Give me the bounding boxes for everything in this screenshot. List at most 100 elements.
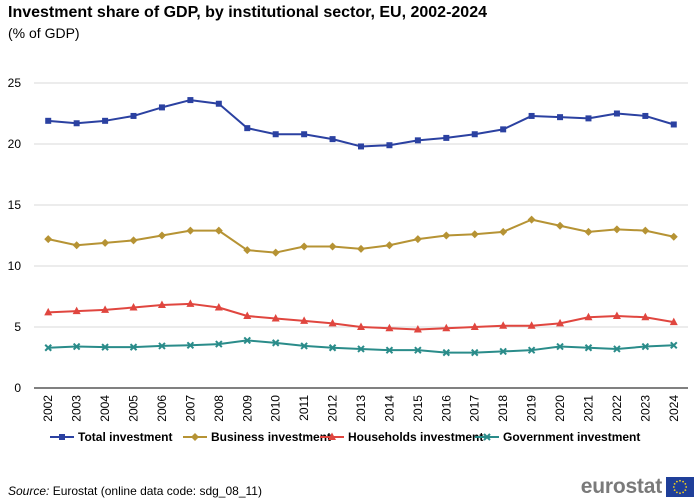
y-tick-label: 5: [14, 320, 21, 334]
data-point: [129, 302, 138, 311]
x-tick-label: 2004: [98, 395, 112, 422]
x-tick-label: 2018: [496, 395, 510, 422]
data-point: [483, 433, 491, 441]
data-point: [44, 235, 53, 244]
eurostat-logo: eurostat: [580, 475, 694, 498]
data-point: [271, 339, 280, 347]
data-point: [59, 434, 65, 440]
data-point: [443, 134, 450, 141]
x-tick-label: 2019: [525, 395, 539, 422]
y-tick-label: 20: [8, 137, 22, 151]
data-point: [328, 242, 337, 251]
data-point: [186, 226, 195, 235]
data-point: [413, 235, 422, 244]
data-point: [669, 232, 678, 241]
x-tick-label: 2005: [127, 395, 141, 422]
data-point: [585, 115, 592, 122]
x-tick-label: 2008: [212, 395, 226, 422]
data-point: [102, 117, 109, 124]
logo-text: eurostat: [580, 475, 662, 498]
line-chart: 0 5 10 15 20 25 2002 2003 2004 2005 2006 2007 2008 20…: [8, 76, 688, 444]
data-point: [641, 312, 650, 321]
data-point: [243, 336, 251, 345]
data-point: [329, 136, 336, 143]
data-point: [670, 121, 677, 128]
x-tick-label: 2023: [638, 395, 652, 422]
data-point: [641, 342, 650, 351]
data-point: [385, 241, 394, 250]
y-tick-label: 25: [8, 76, 22, 90]
data-point: [471, 131, 478, 138]
data-point: [669, 317, 678, 326]
data-point: [300, 316, 309, 324]
data-point: [44, 307, 53, 316]
data-point: [72, 306, 81, 315]
data-point: [191, 433, 199, 441]
data-point: [557, 114, 564, 121]
legend-label-government-investment: Government investment: [503, 430, 640, 444]
data-point: [357, 322, 365, 330]
data-point: [670, 341, 678, 350]
data-point: [358, 143, 364, 150]
x-tick-label: 2017: [468, 395, 482, 422]
data-point: [186, 341, 195, 350]
data-point: [157, 231, 166, 240]
source-label: Source:: [8, 484, 50, 498]
data-point: [158, 342, 166, 350]
series-line-government-investment: [48, 339, 674, 354]
x-tick-label: 2007: [183, 395, 197, 422]
x-tick-label: 2011: [297, 395, 311, 421]
x-tick-label: 2013: [354, 395, 368, 422]
data-point: [157, 300, 166, 309]
data-point: [130, 112, 137, 119]
y-tick-label: 10: [8, 259, 22, 273]
data-point: [357, 345, 365, 353]
data-point: [470, 230, 479, 239]
data-point: [385, 346, 394, 354]
data-point: [414, 346, 422, 354]
data-point: [129, 236, 138, 245]
data-point: [641, 226, 650, 235]
x-tick-label: 2021: [581, 395, 595, 422]
legend-label-business-investment: Business investment: [211, 430, 331, 444]
x-tick-label: 2016: [439, 395, 453, 422]
data-point: [642, 112, 649, 119]
data-point: [414, 137, 421, 144]
data-point: [385, 323, 394, 332]
data-point: [244, 125, 251, 132]
x-tick-label: 2009: [240, 395, 254, 422]
x-tick-label: 2015: [411, 395, 425, 422]
y-tick-label: 15: [8, 198, 22, 212]
data-point: [499, 347, 507, 356]
data-point: [72, 241, 81, 250]
data-point: [187, 97, 194, 104]
data-point: [129, 343, 138, 351]
x-tick-label: 2010: [269, 395, 283, 422]
legend-label-total-investment: Total investment: [78, 430, 172, 444]
data-point: [272, 131, 279, 138]
source-text: Eurostat (online data code: sdg_08_11): [52, 484, 262, 498]
x-tick-label: 2014: [382, 395, 396, 422]
x-tick-label: 2012: [326, 395, 340, 422]
data-point: [45, 117, 52, 124]
data-point: [442, 231, 451, 240]
data-point: [442, 323, 451, 332]
x-tick-label: 2003: [70, 395, 84, 422]
data-point: [44, 344, 52, 352]
data-point: [527, 321, 536, 329]
data-point: [386, 142, 393, 149]
x-tick-label: 2024: [667, 395, 681, 422]
chart-title: Investment share of GDP, by institutiona…: [8, 4, 487, 21]
eu-flag-icon: [666, 477, 694, 497]
data-point: [556, 221, 565, 230]
x-tick-label: 2022: [610, 395, 624, 422]
x-tick-label: 2020: [553, 395, 567, 422]
data-point: [584, 312, 593, 321]
data-point: [301, 131, 308, 138]
data-point: [328, 318, 337, 327]
data-point: [271, 313, 280, 322]
data-point: [470, 322, 479, 330]
data-point: [613, 110, 620, 117]
data-point: [271, 248, 280, 257]
data-point: [72, 342, 81, 351]
